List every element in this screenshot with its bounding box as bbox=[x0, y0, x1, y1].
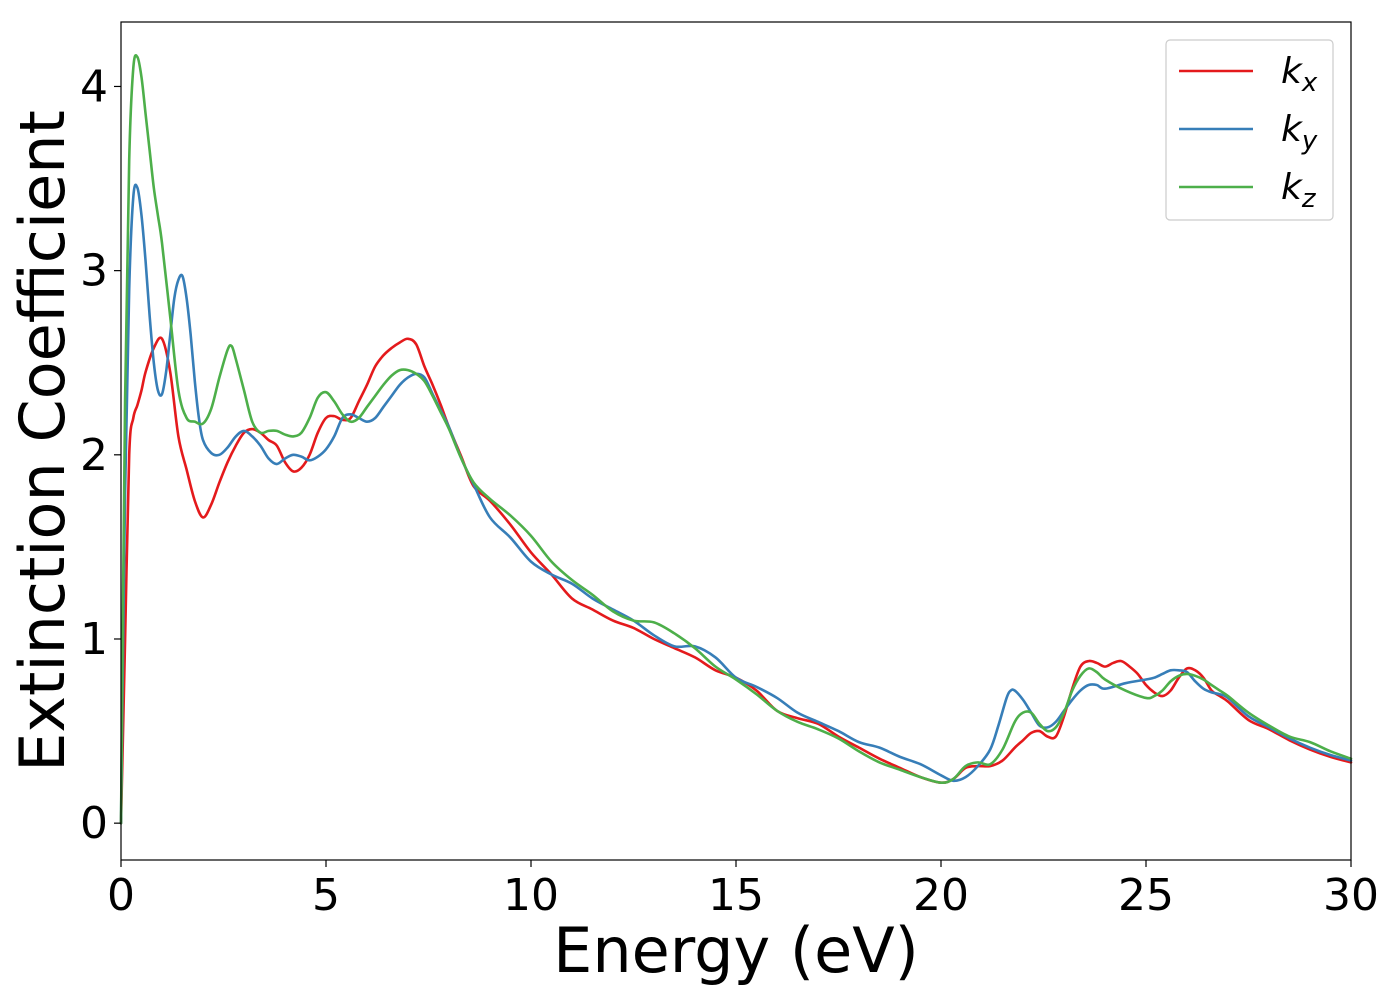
x-tick-label: 5 bbox=[312, 870, 340, 921]
plot-background bbox=[121, 22, 1351, 860]
x-axis: 0 5 10 15 20 25 30 bbox=[107, 860, 1379, 921]
x-tick-label: 10 bbox=[503, 870, 559, 921]
y-axis-title: Extinction Coefficient bbox=[6, 110, 79, 772]
series-layer bbox=[119, 53, 1353, 825]
series-line-x bbox=[119, 336, 1353, 825]
series-line-y bbox=[119, 183, 1353, 825]
y-tick-label: 2 bbox=[80, 430, 108, 481]
legend: kx ky kz bbox=[1165, 39, 1334, 221]
y-tick-label: 3 bbox=[80, 246, 108, 297]
legend-label-x: kx bbox=[1281, 51, 1318, 98]
x-tick-label: 0 bbox=[107, 870, 135, 921]
y-axis: 0 1 2 3 4 bbox=[80, 61, 121, 849]
x-tick-label: 30 bbox=[1323, 870, 1379, 921]
x-tick-label: 20 bbox=[913, 870, 969, 921]
y-tick-label: 1 bbox=[80, 614, 108, 665]
legend-items: kx ky kz bbox=[1179, 51, 1318, 214]
x-axis-title: Energy (eV) bbox=[553, 914, 919, 987]
x-tick-label: 15 bbox=[708, 870, 764, 921]
y-tick-label: 4 bbox=[80, 61, 108, 112]
legend-label-z: kz bbox=[1281, 167, 1317, 214]
legend-label-y: ky bbox=[1281, 109, 1318, 156]
series-line-z bbox=[119, 53, 1353, 825]
y-tick-label: 0 bbox=[80, 798, 108, 849]
x-tick-label: 25 bbox=[1118, 870, 1174, 921]
